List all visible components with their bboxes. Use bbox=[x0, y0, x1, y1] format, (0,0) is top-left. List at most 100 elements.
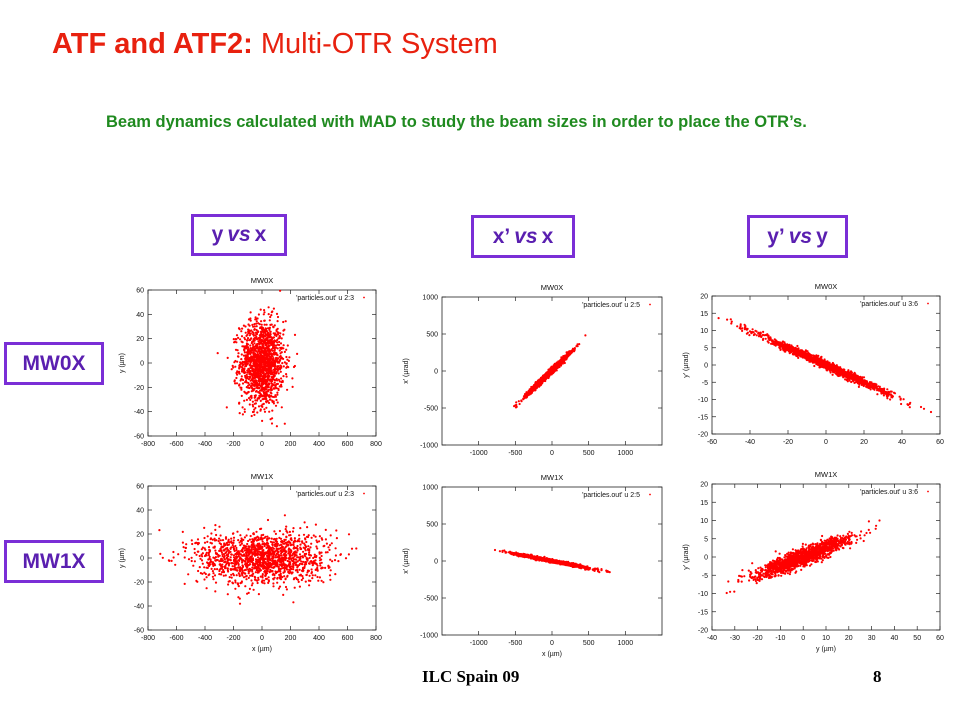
data-point bbox=[276, 338, 279, 342]
data-point bbox=[824, 365, 827, 368]
x-tick-label: -200 bbox=[226, 635, 240, 642]
data-point bbox=[797, 356, 800, 359]
data-point bbox=[252, 405, 255, 408]
data-point bbox=[303, 521, 306, 524]
data-point bbox=[806, 350, 809, 353]
x-tick-label: -60 bbox=[707, 439, 717, 446]
data-point bbox=[544, 375, 547, 378]
data-point bbox=[250, 349, 253, 352]
data-point bbox=[253, 349, 256, 352]
plot-title: MW0X bbox=[541, 283, 564, 292]
data-point bbox=[872, 387, 875, 390]
data-point bbox=[282, 344, 285, 347]
data-point bbox=[778, 347, 781, 350]
data-point bbox=[759, 331, 762, 334]
y-tick-label: -40 bbox=[134, 604, 144, 611]
data-point bbox=[266, 349, 269, 352]
data-point bbox=[767, 334, 770, 337]
x-tick-label: -1000 bbox=[470, 450, 488, 457]
data-point bbox=[161, 556, 164, 559]
data-point bbox=[255, 382, 258, 385]
x-tick-label: -600 bbox=[169, 635, 183, 642]
data-point bbox=[269, 364, 272, 367]
data-point bbox=[269, 349, 272, 352]
y-tick-label: 0 bbox=[434, 369, 438, 376]
data-point bbox=[743, 328, 746, 331]
data-point bbox=[273, 372, 277, 375]
data-point bbox=[259, 389, 262, 392]
data-point bbox=[258, 334, 261, 337]
data-point bbox=[254, 406, 257, 410]
data-point bbox=[819, 365, 822, 369]
data-point bbox=[240, 388, 243, 391]
data-point bbox=[265, 390, 268, 393]
data-point bbox=[778, 345, 781, 348]
data-point bbox=[546, 374, 549, 377]
data-point bbox=[240, 335, 244, 338]
data-point bbox=[278, 343, 281, 347]
y-tick-label: 15 bbox=[700, 311, 708, 318]
data-point bbox=[246, 358, 249, 361]
y-tick-label: -60 bbox=[134, 628, 144, 635]
data-point bbox=[265, 337, 268, 341]
data-point bbox=[255, 322, 258, 325]
data-point bbox=[278, 340, 281, 344]
data-point bbox=[768, 338, 771, 342]
data-point bbox=[862, 376, 866, 379]
data-point bbox=[530, 391, 533, 394]
data-point bbox=[254, 394, 257, 397]
data-point bbox=[545, 372, 548, 375]
data-point bbox=[267, 306, 270, 309]
data-point bbox=[566, 353, 569, 356]
data-point bbox=[287, 359, 290, 362]
legend-label: 'particles.out' u 2:3 bbox=[296, 295, 354, 302]
data-point bbox=[893, 392, 897, 395]
data-point bbox=[246, 354, 249, 357]
data-point bbox=[885, 391, 888, 394]
data-point bbox=[241, 364, 244, 367]
data-point bbox=[792, 351, 795, 354]
data-point bbox=[550, 372, 553, 375]
data-point bbox=[253, 396, 256, 399]
data-point bbox=[245, 392, 248, 395]
data-point bbox=[255, 368, 258, 371]
data-point bbox=[269, 323, 272, 326]
data-point bbox=[272, 402, 275, 405]
data-point bbox=[813, 364, 816, 368]
data-point bbox=[327, 566, 330, 569]
data-point bbox=[273, 369, 276, 373]
data-point bbox=[267, 327, 270, 330]
data-point bbox=[261, 349, 264, 352]
data-point bbox=[775, 340, 778, 343]
data-point bbox=[286, 531, 289, 534]
data-point bbox=[246, 337, 250, 340]
data-point bbox=[263, 408, 266, 411]
data-point bbox=[554, 368, 557, 371]
data-point bbox=[282, 320, 285, 324]
data-point bbox=[272, 361, 275, 364]
data-point bbox=[748, 330, 752, 333]
data-point bbox=[271, 310, 274, 313]
data-point bbox=[256, 376, 259, 379]
data-point bbox=[241, 327, 244, 330]
data-point bbox=[260, 388, 264, 391]
data-point bbox=[260, 320, 263, 323]
data-point bbox=[258, 375, 261, 379]
data-point bbox=[259, 350, 262, 354]
data-point bbox=[255, 386, 259, 389]
data-point bbox=[283, 422, 286, 425]
data-point bbox=[241, 382, 245, 385]
data-point bbox=[245, 386, 248, 389]
data-point bbox=[314, 523, 317, 526]
data-point bbox=[859, 379, 862, 382]
legend-marker bbox=[649, 303, 651, 306]
data-point bbox=[800, 355, 803, 358]
data-point bbox=[909, 401, 912, 404]
data-point bbox=[849, 373, 852, 376]
data-point bbox=[260, 323, 263, 326]
data-point bbox=[243, 347, 246, 350]
data-point bbox=[316, 547, 319, 550]
data-point bbox=[929, 410, 933, 414]
data-point bbox=[236, 373, 239, 376]
data-point bbox=[833, 367, 836, 370]
